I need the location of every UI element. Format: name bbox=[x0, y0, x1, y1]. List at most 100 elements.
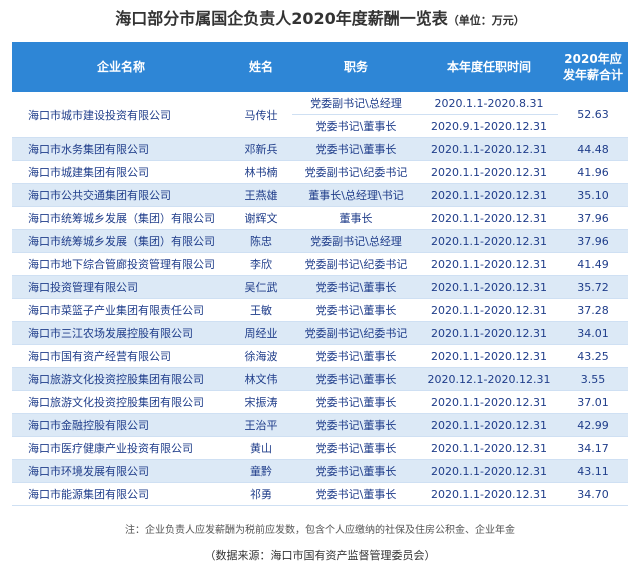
cell-name: 吴仁武 bbox=[230, 275, 292, 299]
table-row: 海口投资管理有限公司 吴仁武 党委书记\董事长 2020.1.1-2020.12… bbox=[12, 275, 628, 299]
cell-position: 党委副书记\总经理 bbox=[292, 229, 420, 253]
cell-term: 2020.1.1-2020.12.31 bbox=[420, 252, 558, 276]
cell-company: 海口市能源集团有限公司 bbox=[12, 482, 230, 506]
cell-name: 童黔 bbox=[230, 459, 292, 483]
cell-term: 2020.1.1-2020.12.31 bbox=[420, 344, 558, 368]
header-salary: 2020年应发年薪合计 bbox=[558, 42, 628, 92]
cell-term: 2020.1.1-2020.8.31 bbox=[420, 92, 558, 115]
cell-salary: 43.11 bbox=[558, 459, 628, 483]
cell-name: 王燕雄 bbox=[230, 183, 292, 207]
unit-label: （单位：万元） bbox=[447, 14, 525, 27]
table-row: 海口市城市建设投资有限公司 马传壮 党委副书记\总经理 2020.1.1-202… bbox=[12, 92, 628, 138]
cell-term: 2020.1.1-2020.12.31 bbox=[420, 459, 558, 483]
data-source: （数据来源：海口市国有资产监督管理委员会） bbox=[204, 549, 436, 562]
table-row: 海口市能源集团有限公司 祁勇 党委书记\董事长 2020.1.1-2020.12… bbox=[12, 482, 628, 506]
cell-term: 2020.1.1-2020.12.31 bbox=[420, 160, 558, 184]
cell-salary: 34.01 bbox=[558, 321, 628, 345]
cell-salary: 43.25 bbox=[558, 344, 628, 368]
table-row: 海口市国有资产经营有限公司 徐海波 党委书记\董事长 2020.1.1-2020… bbox=[12, 344, 628, 368]
cell-term: 2020.1.1-2020.12.31 bbox=[420, 436, 558, 460]
cell-term: 2020.1.1-2020.12.31 bbox=[420, 183, 558, 207]
cell-company: 海口旅游文化投资控股集团有限公司 bbox=[12, 367, 230, 391]
cell-company: 海口投资管理有限公司 bbox=[12, 275, 230, 299]
table-row: 海口市统筹城乡发展（集团）有限公司 陈忠 党委副书记\总经理 2020.1.1-… bbox=[12, 229, 628, 253]
cell-position: 党委书记\董事长 bbox=[292, 390, 420, 414]
cell-salary: 37.96 bbox=[558, 206, 628, 230]
cell-salary: 34.17 bbox=[558, 436, 628, 460]
header-company: 企业名称 bbox=[12, 42, 230, 92]
cell-position: 党委书记\董事长 bbox=[292, 459, 420, 483]
cell-name: 林书楠 bbox=[230, 160, 292, 184]
cell-term: 2020.1.1-2020.12.31 bbox=[420, 137, 558, 161]
cell-company: 海口市三江农场发展控股有限公司 bbox=[12, 321, 230, 345]
table-row: 党委书记\董事长 2020.9.1-2020.12.31 bbox=[12, 114, 628, 138]
cell-name: 马传壮 bbox=[230, 92, 292, 138]
cell-name: 邓新兵 bbox=[230, 137, 292, 161]
cell-name: 徐海波 bbox=[230, 344, 292, 368]
cell-term: 2020.9.1-2020.12.31 bbox=[420, 114, 558, 138]
cell-name: 祁勇 bbox=[230, 482, 292, 506]
cell-position: 党委副书记\纪委书记 bbox=[292, 252, 420, 276]
cell-position: 党委书记\董事长 bbox=[292, 367, 420, 391]
cell-company: 海口市环境发展有限公司 bbox=[12, 459, 230, 483]
title-text: 海口部分市属国企负责人2020年度薪酬一览表 bbox=[115, 9, 448, 28]
cell-name: 李欣 bbox=[230, 252, 292, 276]
cell-position: 党委书记\董事长 bbox=[292, 114, 420, 138]
cell-name: 王治平 bbox=[230, 413, 292, 437]
cell-company: 海口市国有资产经营有限公司 bbox=[12, 344, 230, 368]
cell-company: 海口市城建集团有限公司 bbox=[12, 160, 230, 184]
cell-company: 海口市地下综合管廊投资管理有限公司 bbox=[12, 252, 230, 276]
table-row: 海口市地下综合管廊投资管理有限公司 李欣 党委副书记\纪委书记 2020.1.1… bbox=[12, 252, 628, 276]
table-row: 海口市公共交通集团有限公司 王燕雄 董事长\总经理\书记 2020.1.1-20… bbox=[12, 183, 628, 207]
cell-name: 陈忠 bbox=[230, 229, 292, 253]
cell-name: 黄山 bbox=[230, 436, 292, 460]
cell-salary: 37.96 bbox=[558, 229, 628, 253]
cell-term: 2020.1.1-2020.12.31 bbox=[420, 275, 558, 299]
cell-name: 王敏 bbox=[230, 298, 292, 322]
cell-term: 2020.1.1-2020.12.31 bbox=[420, 482, 558, 506]
cell-company: 海口市医疗健康产业投资有限公司 bbox=[12, 436, 230, 460]
cell-position: 党委书记\董事长 bbox=[292, 275, 420, 299]
footnote: 注：企业负责人应发薪酬为税前应发数，包含个人应缴纳的社保及住房公积金、企业年金 bbox=[125, 525, 515, 536]
cell-salary: 35.72 bbox=[558, 275, 628, 299]
cell-company: 海口市水务集团有限公司 bbox=[12, 137, 230, 161]
cell-salary: 41.49 bbox=[558, 252, 628, 276]
table-row: 海口市菜篮子产业集团有限责任公司 王敏 党委书记\董事长 2020.1.1-20… bbox=[12, 298, 628, 322]
cell-term: 2020.1.1-2020.12.31 bbox=[420, 413, 558, 437]
cell-position: 党委副书记\纪委书记 bbox=[292, 160, 420, 184]
cell-term: 2020.1.1-2020.12.31 bbox=[420, 298, 558, 322]
cell-position: 董事长 bbox=[292, 206, 420, 230]
cell-salary: 35.10 bbox=[558, 183, 628, 207]
cell-salary: 34.70 bbox=[558, 482, 628, 506]
cell-company: 海口市统筹城乡发展（集团）有限公司 bbox=[12, 229, 230, 253]
table-row: 海口市医疗健康产业投资有限公司 黄山 党委书记\董事长 2020.1.1-202… bbox=[12, 436, 628, 460]
cell-salary: 44.48 bbox=[558, 137, 628, 161]
cell-position: 党委书记\董事长 bbox=[292, 344, 420, 368]
header-name: 姓名 bbox=[230, 42, 292, 92]
cell-position: 党委书记\董事长 bbox=[292, 137, 420, 161]
cell-position: 党委副书记\纪委书记 bbox=[292, 321, 420, 345]
cell-salary: 42.99 bbox=[558, 413, 628, 437]
cell-salary: 52.63 bbox=[558, 92, 628, 138]
table-row: 海口旅游文化投资控股集团有限公司 林文伟 党委书记\董事长 2020.12.1-… bbox=[12, 367, 628, 391]
table-row: 海口市三江农场发展控股有限公司 周经业 党委副书记\纪委书记 2020.1.1-… bbox=[12, 321, 628, 345]
cell-company: 海口市城市建设投资有限公司 bbox=[12, 92, 230, 138]
cell-position: 董事长\总经理\书记 bbox=[292, 183, 420, 207]
cell-position: 党委书记\董事长 bbox=[292, 413, 420, 437]
page-title: 海口部分市属国企负责人2020年度薪酬一览表（单位：万元） bbox=[0, 0, 640, 38]
cell-position: 党委书记\董事长 bbox=[292, 436, 420, 460]
cell-company: 海口市统筹城乡发展（集团）有限公司 bbox=[12, 206, 230, 230]
table-row: 海口市环境发展有限公司 童黔 党委书记\董事长 2020.1.1-2020.12… bbox=[12, 459, 628, 483]
cell-company: 海口旅游文化投资控股集团有限公司 bbox=[12, 390, 230, 414]
table-row: 海口市金融控股有限公司 王治平 党委书记\董事长 2020.1.1-2020.1… bbox=[12, 413, 628, 437]
cell-salary: 37.01 bbox=[558, 390, 628, 414]
cell-name: 谢辉文 bbox=[230, 206, 292, 230]
cell-name: 周经业 bbox=[230, 321, 292, 345]
cell-position: 党委书记\董事长 bbox=[292, 298, 420, 322]
table-row: 海口市统筹城乡发展（集团）有限公司 谢辉文 董事长 2020.1.1-2020.… bbox=[12, 206, 628, 230]
cell-term: 2020.1.1-2020.12.31 bbox=[420, 390, 558, 414]
cell-term: 2020.1.1-2020.12.31 bbox=[420, 229, 558, 253]
cell-company: 海口市金融控股有限公司 bbox=[12, 413, 230, 437]
cell-term: 2020.12.1-2020.12.31 bbox=[420, 367, 558, 391]
cell-term: 2020.1.1-2020.12.31 bbox=[420, 321, 558, 345]
